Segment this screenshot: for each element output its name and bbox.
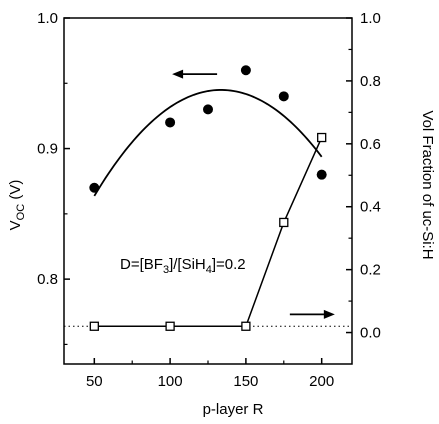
right-tick-label: 0.4 (360, 199, 381, 216)
vol-fraction-point (89, 321, 99, 331)
voc-point (240, 65, 251, 76)
plot-frame (63, 17, 353, 365)
left-axis-label-unit: (V) (7, 180, 24, 204)
vol-fraction-point (317, 132, 327, 143)
right-tick-label: 0.6 (360, 136, 381, 153)
right-tick-label: 0.0 (360, 325, 381, 342)
right-tick-label: 1.0 (360, 10, 381, 27)
vol-fraction-point (165, 321, 175, 331)
voc-point (278, 91, 289, 102)
left-axis-label-sub: OC (15, 204, 27, 221)
x-axis-ticks: 50 100 150 200 (86, 358, 334, 390)
vol-fraction-point (241, 321, 251, 331)
voc-point (316, 169, 327, 180)
x-tick-label: 100 (158, 373, 183, 390)
annotation-sub1: 3 (163, 264, 169, 276)
annotation-suffix: ]=0.2 (212, 256, 246, 273)
right-axis-ticks: 0.0 0.2 0.4 0.6 0.8 1.0 (346, 10, 381, 342)
annotation-prefix: D=[BF (120, 256, 163, 273)
plot-area-border (63, 17, 353, 365)
axis-arrows (172, 69, 335, 319)
left-tick-label: 0.9 (37, 141, 58, 158)
vol-fraction-point (279, 217, 289, 228)
right-axis-label: Vol Fraction of uc-Si:H (419, 110, 436, 259)
left-tick-label: 1.0 (37, 10, 58, 27)
voc-point (165, 117, 176, 128)
vol-fraction-points (89, 132, 327, 331)
annotation-ratio: D=[BF3]/[SiH4]=0.2 (120, 256, 246, 276)
left-tick-label: 0.8 (37, 271, 58, 288)
x-tick-label: 50 (86, 373, 103, 390)
voc-point (89, 182, 100, 193)
arrow-right-icon (323, 309, 335, 319)
annotation-middle: ]/[SiH (169, 256, 206, 273)
x-axis-label: p-layer R (203, 401, 264, 418)
annotation-sub2: 4 (206, 264, 212, 276)
vol-fraction-line (94, 137, 323, 327)
voc-fit-curve (93, 89, 323, 197)
left-axis-label: VOC (V) (7, 180, 27, 231)
right-tick-label: 0.2 (360, 262, 381, 279)
left-axis-label-main: V (7, 220, 24, 230)
right-tick-label: 0.8 (360, 73, 381, 90)
arrow-left-icon (172, 69, 184, 79)
voc-point (203, 104, 213, 115)
x-tick-label: 200 (309, 373, 334, 390)
voc-points (89, 65, 327, 193)
left-axis-ticks: 0.8 0.9 1.0 (37, 10, 70, 346)
x-tick-label: 150 (233, 373, 258, 390)
